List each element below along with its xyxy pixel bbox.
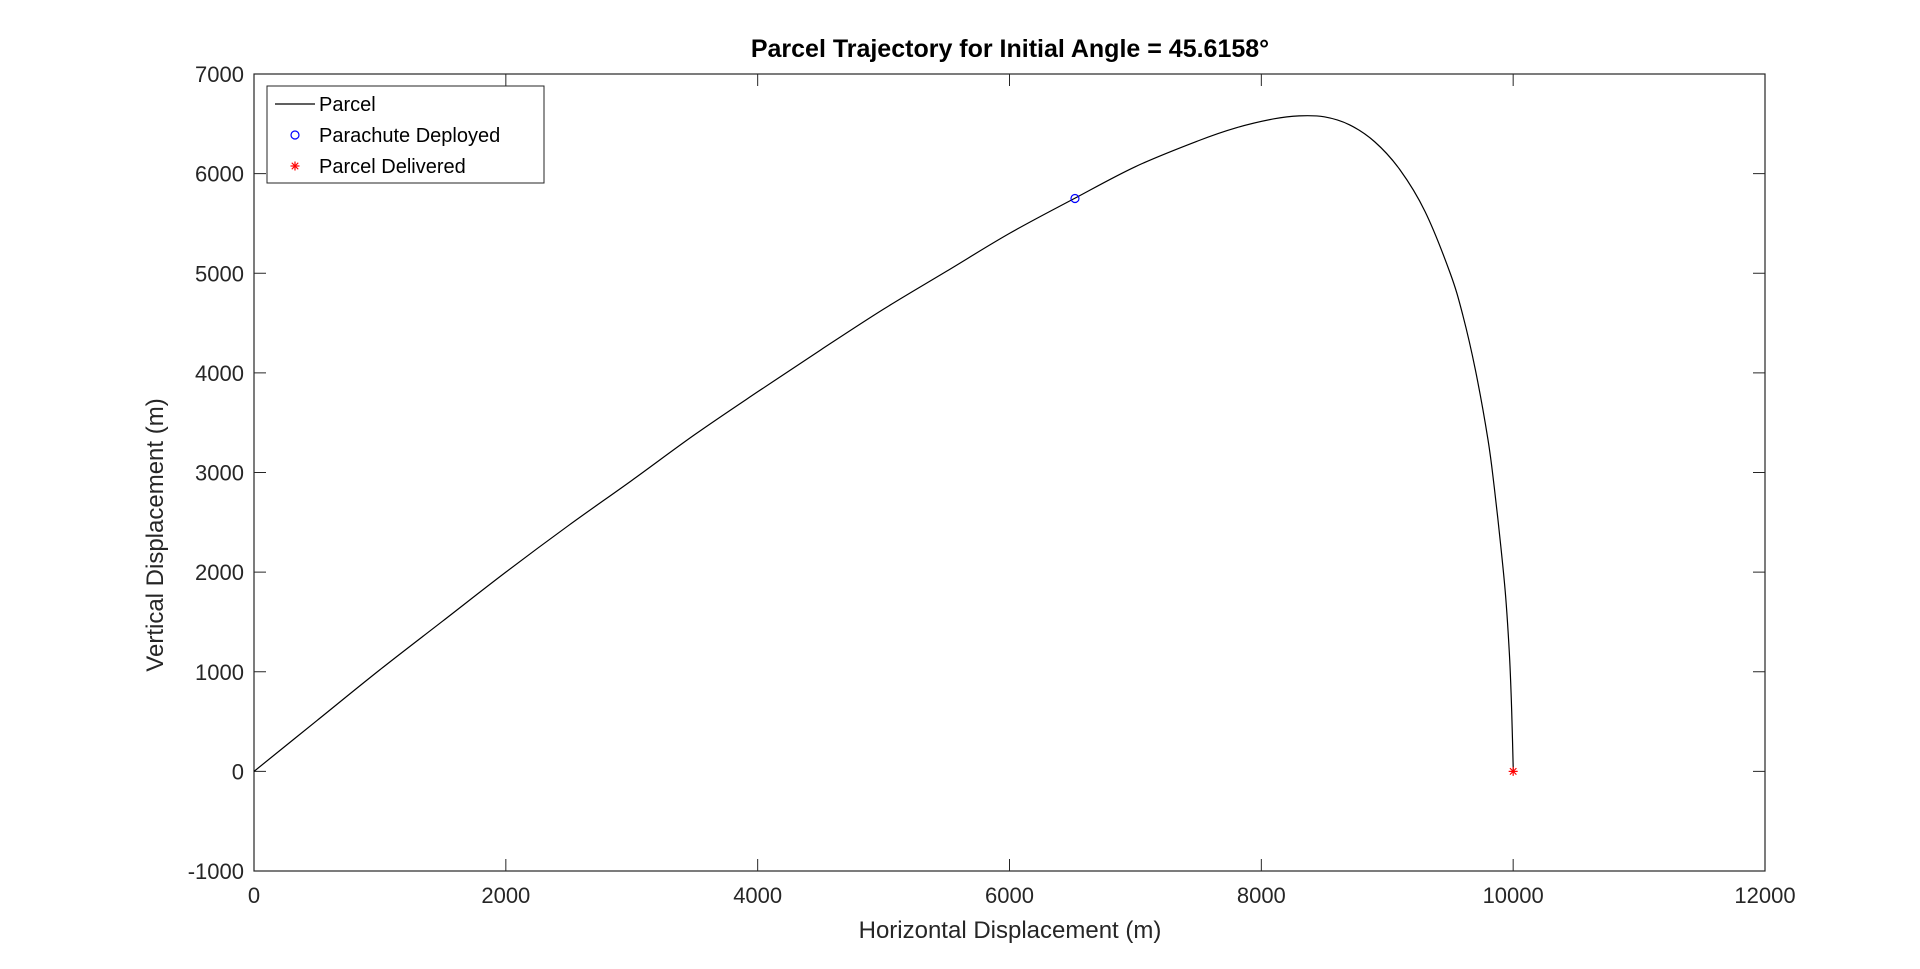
y-tick-label: 4000: [195, 361, 244, 386]
y-tick-label: 1000: [195, 660, 244, 685]
legend-label: Parcel: [319, 94, 376, 116]
legend-box: [266, 85, 545, 184]
plot-background: [254, 74, 1765, 871]
marker-layer: [1070, 193, 1518, 776]
tick-labels: 0 2000 4000 6000 8000 10000 12000-100001000200…: [188, 62, 1796, 908]
y-axis-label: Vertical Displacement (m): [142, 398, 169, 671]
x-tick-label: 0: [248, 883, 260, 908]
x-tick-label: 4000: [733, 883, 782, 908]
plot-axes: [253, 73, 1766, 872]
x-tick-label: 8000: [1237, 883, 1286, 908]
series-layer: [253, 115, 1514, 772]
chart-title: Parcel Trajectory for Initial Angle = 45…: [751, 35, 1269, 63]
x-tick-label: 12000: [1734, 883, 1795, 908]
asterisk-stroke: [1509, 767, 1517, 776]
series-line-parcel: [253, 115, 1514, 772]
y-tick-label: 5000: [195, 261, 244, 286]
y-tick-label: 0: [232, 759, 244, 784]
point-parcel-delivered: [1508, 766, 1518, 776]
y-tick-label: 7000: [195, 62, 244, 87]
legend-label: Parcel Delivered: [319, 156, 466, 178]
y-tick-label: 3000: [195, 461, 244, 486]
legend-circle-swatch: [290, 130, 300, 140]
legend-label: Parachute Deployed: [319, 125, 500, 147]
legend-asterisk-swatch: [290, 161, 300, 171]
x-tick-label: 10000: [1483, 883, 1544, 908]
axes-box: [253, 73, 1766, 872]
legend: Parcel Parachute Deployed Parcel Delivered: [266, 85, 545, 184]
y-tick-label: -1000: [188, 859, 244, 884]
x-tick-label: 6000: [985, 883, 1034, 908]
y-tick-label: 2000: [195, 560, 244, 585]
point-parachute-deployed: [1070, 193, 1080, 204]
x-tick-label: 2000: [481, 883, 530, 908]
y-tick-label: 6000: [195, 162, 244, 187]
x-axis-label: Horizontal Displacement (m): [859, 917, 1162, 944]
asterisk-stroke: [291, 162, 299, 170]
